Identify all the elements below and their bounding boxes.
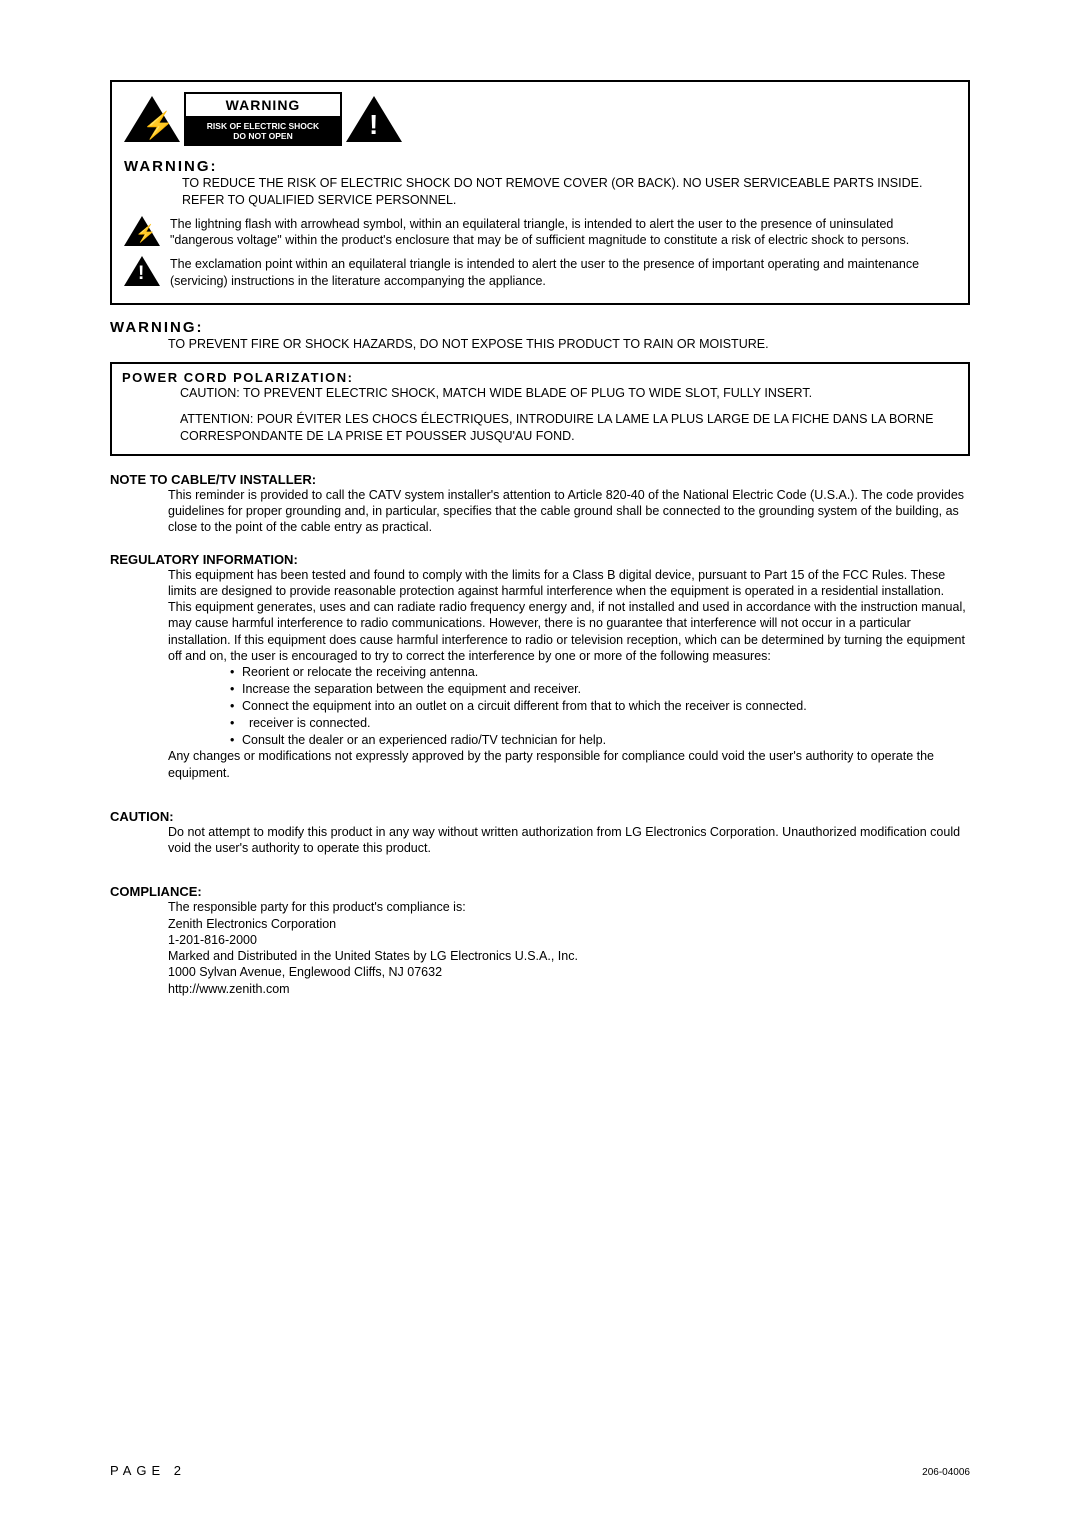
compliance-title: COMPLIANCE:: [110, 884, 970, 899]
compliance-line: Zenith Electronics Corporation: [168, 916, 970, 932]
warning-label-bottom: RISK OF ELECTRIC SHOCK DO NOT OPEN: [186, 118, 340, 144]
compliance-line: Marked and Distributed in the United Sta…: [168, 948, 970, 964]
compliance-line: 1-201-816-2000: [168, 932, 970, 948]
lightning-small-icon: ⚡: [124, 216, 160, 246]
warning-label-top: WARNING: [186, 94, 340, 118]
regulatory-bullet: Reorient or relocate the receiving anten…: [230, 664, 970, 681]
doc-number: 206-04006: [922, 1467, 970, 1478]
warning-2-title: WARNING:: [110, 319, 970, 336]
warning-2-text: TO PREVENT FIRE OR SHOCK HAZARDS, DO NOT…: [168, 336, 970, 352]
regulatory-bullets-cont: receiver is connected. Consult the deale…: [230, 715, 970, 749]
polarization-line2: ATTENTION: POUR ÉVITER LES CHOCS ÉLECTRI…: [180, 411, 958, 444]
caution-title: CAUTION:: [110, 809, 970, 824]
warning-title-1: WARNING:: [124, 158, 956, 175]
caution-text: Do not attempt to modify this product in…: [168, 824, 970, 857]
compliance-line: http://www.zenith.com: [168, 981, 970, 997]
regulatory-section: REGULATORY INFORMATION: This equipment h…: [110, 552, 970, 781]
regulatory-bullet-text: Connect the equipment into an outlet on …: [242, 699, 807, 713]
exclaim-triangle-icon: !: [346, 96, 402, 142]
regulatory-bullet: Consult the dealer or an experienced rad…: [230, 732, 970, 749]
warning-box-main: ⚡ WARNING RISK OF ELECTRIC SHOCK DO NOT …: [110, 80, 970, 305]
warning-text-1: TO REDUCE THE RISK OF ELECTRIC SHOCK DO …: [182, 175, 956, 208]
warning-label-box: WARNING RISK OF ELECTRIC SHOCK DO NOT OP…: [184, 92, 342, 146]
warning-label-line2: DO NOT OPEN: [233, 131, 293, 141]
polarization-box: POWER CORD POLARIZATION: CAUTION: TO PRE…: [110, 362, 970, 456]
compliance-line: The responsible party for this product's…: [168, 899, 970, 915]
exclaim-desc-row: ! The exclamation point within an equila…: [124, 256, 956, 289]
lightning-desc-row: ⚡ The lightning flash with arrowhead sym…: [124, 216, 956, 249]
warning-header-row: ⚡ WARNING RISK OF ELECTRIC SHOCK DO NOT …: [124, 92, 956, 146]
warning-label-line1: RISK OF ELECTRIC SHOCK: [207, 121, 319, 131]
polarization-line1: CAUTION: TO PREVENT ELECTRIC SHOCK, MATC…: [180, 385, 958, 401]
regulatory-bullet-cont: receiver is connected.: [230, 715, 970, 732]
lightning-triangle-icon: ⚡: [124, 96, 180, 142]
exclaim-small-icon: !: [124, 256, 160, 286]
installer-section: NOTE TO CABLE/TV INSTALLER: This reminde…: [110, 472, 970, 536]
caution-section: CAUTION: Do not attempt to modify this p…: [110, 809, 970, 857]
installer-text: This reminder is provided to call the CA…: [168, 487, 970, 536]
compliance-section: COMPLIANCE: The responsible party for th…: [110, 884, 970, 997]
lightning-desc-text: The lightning flash with arrowhead symbo…: [170, 216, 956, 249]
compliance-line: 1000 Sylvan Avenue, Englewood Cliffs, NJ…: [168, 964, 970, 980]
warning-2-section: WARNING: TO PREVENT FIRE OR SHOCK HAZARD…: [110, 319, 970, 352]
regulatory-title: REGULATORY INFORMATION:: [110, 552, 970, 567]
regulatory-text: This equipment has been tested and found…: [168, 567, 970, 665]
polarization-title: POWER CORD POLARIZATION:: [122, 370, 958, 385]
regulatory-closing: Any changes or modifications not express…: [168, 748, 970, 781]
regulatory-bullet: Increase the separation between the equi…: [230, 681, 970, 698]
page-number: PAGE 2: [110, 1463, 186, 1478]
exclaim-desc-text: The exclamation point within an equilate…: [170, 256, 956, 289]
installer-title: NOTE TO CABLE/TV INSTALLER:: [110, 472, 970, 487]
